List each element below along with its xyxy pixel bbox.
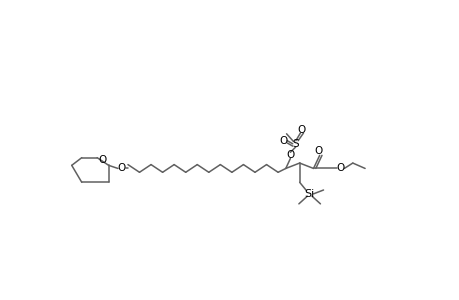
Text: O: O xyxy=(336,164,344,173)
Text: O: O xyxy=(98,155,106,165)
Text: O: O xyxy=(279,136,287,146)
Text: Si: Si xyxy=(304,189,314,199)
Text: O: O xyxy=(313,146,322,157)
Text: O: O xyxy=(285,150,294,160)
Text: O: O xyxy=(118,164,126,173)
Text: S: S xyxy=(292,139,298,149)
Text: O: O xyxy=(297,125,305,135)
